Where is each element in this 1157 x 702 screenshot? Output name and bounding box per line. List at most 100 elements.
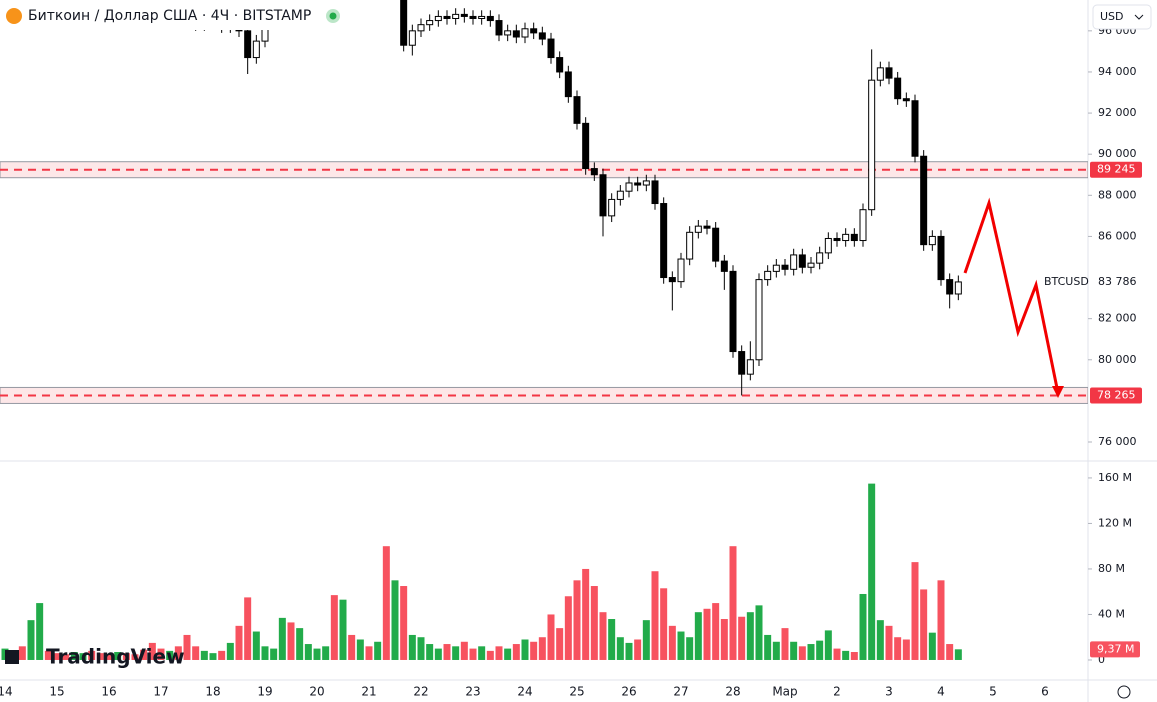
volume-bar xyxy=(608,619,616,660)
volume-bar xyxy=(954,649,962,660)
last-price-label: 83 786 xyxy=(1098,275,1137,288)
candle-body xyxy=(816,252,824,264)
volume-bar xyxy=(824,630,832,660)
candle-body xyxy=(954,281,962,295)
volume-bar xyxy=(486,650,494,660)
volume-bar xyxy=(105,654,113,660)
candle-body xyxy=(946,279,954,295)
volume-bar xyxy=(62,654,70,660)
currency[interactable]: USD xyxy=(1100,10,1124,23)
y-tick-label: 40 M xyxy=(1098,607,1125,620)
candle-body xyxy=(790,254,798,270)
candle-body xyxy=(798,254,806,268)
y-tick-label: 82 000 xyxy=(1098,312,1137,325)
volume-bar xyxy=(356,639,364,660)
x-tick-label: 20 xyxy=(309,685,324,699)
volume-bar xyxy=(140,649,148,660)
volume-bar xyxy=(642,620,650,660)
last-volume-bg xyxy=(1090,641,1140,658)
volume-bar xyxy=(417,637,425,660)
volume-bar xyxy=(798,646,806,660)
volume-bar xyxy=(894,637,902,660)
volume-bar xyxy=(530,641,538,660)
candle-body xyxy=(564,71,572,98)
level-label-bg xyxy=(1090,387,1142,404)
level-zone xyxy=(0,161,1088,179)
candle-body xyxy=(582,122,590,170)
volume-bar xyxy=(157,648,165,660)
volume-bar xyxy=(287,622,295,660)
candle-body xyxy=(400,0,408,46)
candle-body xyxy=(625,182,633,192)
x-tick-label: 2 xyxy=(833,685,841,699)
volume-bar xyxy=(504,648,512,660)
volume-bar xyxy=(902,639,910,660)
candle-body xyxy=(634,182,642,186)
volume-bar xyxy=(443,644,451,660)
volume-bar xyxy=(408,634,416,660)
x-tick-label: 26 xyxy=(621,685,636,699)
x-tick-label: 28 xyxy=(725,685,740,699)
candle-body xyxy=(417,24,425,32)
arrow-head xyxy=(1052,386,1064,398)
volume-bar xyxy=(703,608,711,660)
candle-body xyxy=(902,98,910,102)
volume-bar xyxy=(322,646,330,660)
volume-bar xyxy=(564,596,572,660)
candle-body xyxy=(252,40,260,59)
candle-body xyxy=(937,235,945,281)
candle-body xyxy=(764,270,772,281)
volume-bar xyxy=(920,589,928,660)
volume-bar xyxy=(876,620,884,660)
volume-bar xyxy=(270,648,278,660)
y-tick-label: 0 xyxy=(1098,653,1105,666)
candle-body xyxy=(911,100,919,157)
candle-body xyxy=(850,233,858,242)
candle-body xyxy=(824,237,832,254)
candle-body xyxy=(538,32,546,40)
currency-select[interactable] xyxy=(1092,4,1152,30)
header-bg xyxy=(0,0,345,30)
volume-bar xyxy=(460,641,468,660)
settings-icon[interactable] xyxy=(1117,685,1131,699)
candle-body xyxy=(703,225,711,229)
volume-bar xyxy=(590,586,598,660)
x-tick-label: 23 xyxy=(465,685,480,699)
dropdown-caret xyxy=(1134,14,1144,20)
y-tick-label: 86 000 xyxy=(1098,229,1137,242)
x-tick-label: 5 xyxy=(989,685,997,699)
volume-bar xyxy=(729,546,737,660)
x-tick-label: 19 xyxy=(257,685,272,699)
candle-body xyxy=(842,233,850,242)
volume-bar xyxy=(374,641,382,660)
volume-bar xyxy=(70,652,78,660)
candle-body xyxy=(460,13,468,17)
candle-body xyxy=(530,28,538,34)
volume-bar xyxy=(937,580,945,660)
volume-bar xyxy=(807,644,815,660)
candle-body xyxy=(469,15,477,20)
candle-body xyxy=(772,264,780,272)
volume-bar xyxy=(946,644,954,660)
volume-bar xyxy=(391,580,399,660)
volume-bar xyxy=(738,616,746,660)
candle-body xyxy=(521,28,529,38)
volume-bar xyxy=(96,653,104,660)
volume-bar xyxy=(114,652,122,660)
candle-body xyxy=(746,359,754,375)
candle-body xyxy=(781,264,789,270)
volume-bar xyxy=(44,650,52,660)
volume-bar xyxy=(261,646,269,660)
candle-body xyxy=(755,279,763,361)
y-tick-label: 120 M xyxy=(1098,516,1132,529)
volume-bar xyxy=(694,612,702,660)
volume-bar xyxy=(166,650,174,660)
volume-bar xyxy=(244,597,252,660)
volume-bar xyxy=(764,634,772,660)
volume-bar xyxy=(235,625,243,660)
volume-bar xyxy=(755,605,763,660)
projection-arrow xyxy=(963,197,1060,394)
volume-bar xyxy=(400,586,408,660)
candle-body xyxy=(729,270,737,353)
